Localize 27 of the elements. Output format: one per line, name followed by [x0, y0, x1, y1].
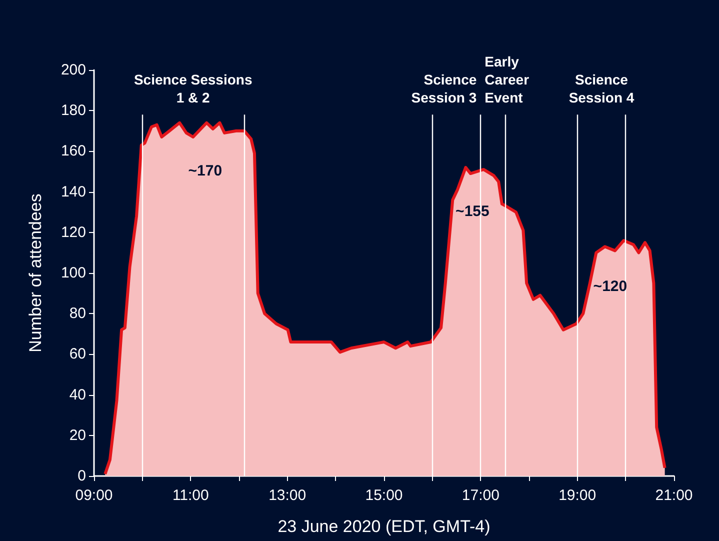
- y-tick-label: 200: [60, 62, 86, 78]
- y-tick-label: 80: [69, 305, 86, 322]
- y-tick-label: 140: [60, 183, 86, 200]
- y-tick-label: 120: [60, 224, 86, 241]
- x-tick-label: 21:00: [655, 487, 693, 504]
- ref-line-label: Early Career Event: [484, 54, 530, 106]
- x-tick-label: 09:00: [75, 487, 113, 504]
- y-tick-label: 60: [69, 346, 86, 363]
- y-tick-label: 160: [60, 142, 86, 160]
- x-tick-label: 19:00: [558, 487, 596, 504]
- y-axis-title: Number of attendees: [26, 194, 45, 352]
- annotation: ~120: [593, 278, 628, 296]
- y-tick-label: 20: [69, 426, 86, 444]
- ref-line-label: Science Sessions 1 & 2: [134, 72, 252, 106]
- annotation: ~155: [456, 203, 490, 220]
- x-tick-label: 17:00: [462, 487, 500, 504]
- ref-line-label: Science Session 3: [411, 72, 477, 106]
- x-tick-label: 13:00: [268, 487, 306, 504]
- y-tick-label: 40: [69, 386, 86, 404]
- y-tick-label: 180: [60, 102, 86, 120]
- ref-line-label: Science Session 4: [568, 72, 634, 106]
- y-tick-label: 0: [78, 468, 86, 484]
- y-tick-label: 100: [60, 264, 86, 282]
- x-axis-title: 23 June 2020 (EDT, GMT-4): [278, 517, 490, 536]
- x-tick-label: 15:00: [365, 487, 403, 504]
- annotation: ~170: [188, 162, 222, 180]
- x-tick-label: 11:00: [172, 487, 209, 504]
